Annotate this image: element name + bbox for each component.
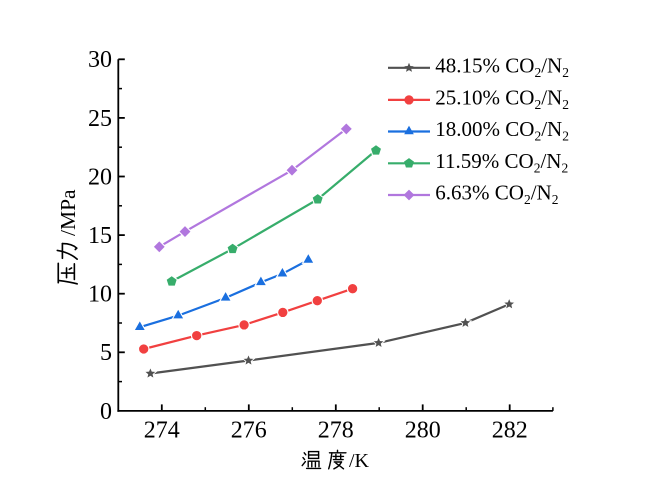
svg-text:278: 278	[318, 417, 354, 443]
svg-text:274: 274	[144, 417, 180, 443]
svg-text:20: 20	[88, 164, 112, 190]
svg-text:280: 280	[405, 417, 441, 443]
svg-text:25: 25	[88, 106, 112, 132]
svg-text:276: 276	[231, 417, 267, 443]
svg-text:282: 282	[492, 417, 528, 443]
svg-text:30: 30	[88, 47, 112, 73]
svg-text:/K: /K	[349, 450, 370, 472]
svg-text:11.59% CO2/N2: 11.59% CO2/N2	[435, 149, 568, 176]
svg-text:5: 5	[100, 340, 112, 366]
svg-text:48.15% CO2/N2: 48.15% CO2/N2	[435, 54, 569, 81]
svg-text:6.63% CO2/N2: 6.63% CO2/N2	[435, 181, 558, 208]
svg-text:/MPa: /MPa	[56, 189, 80, 236]
svg-text:10: 10	[88, 282, 112, 308]
svg-text:18.00% CO2/N2: 18.00% CO2/N2	[435, 117, 569, 144]
svg-text:25.10% CO2/N2: 25.10% CO2/N2	[435, 86, 569, 113]
svg-text:0: 0	[100, 399, 112, 425]
svg-text:15: 15	[88, 223, 112, 249]
